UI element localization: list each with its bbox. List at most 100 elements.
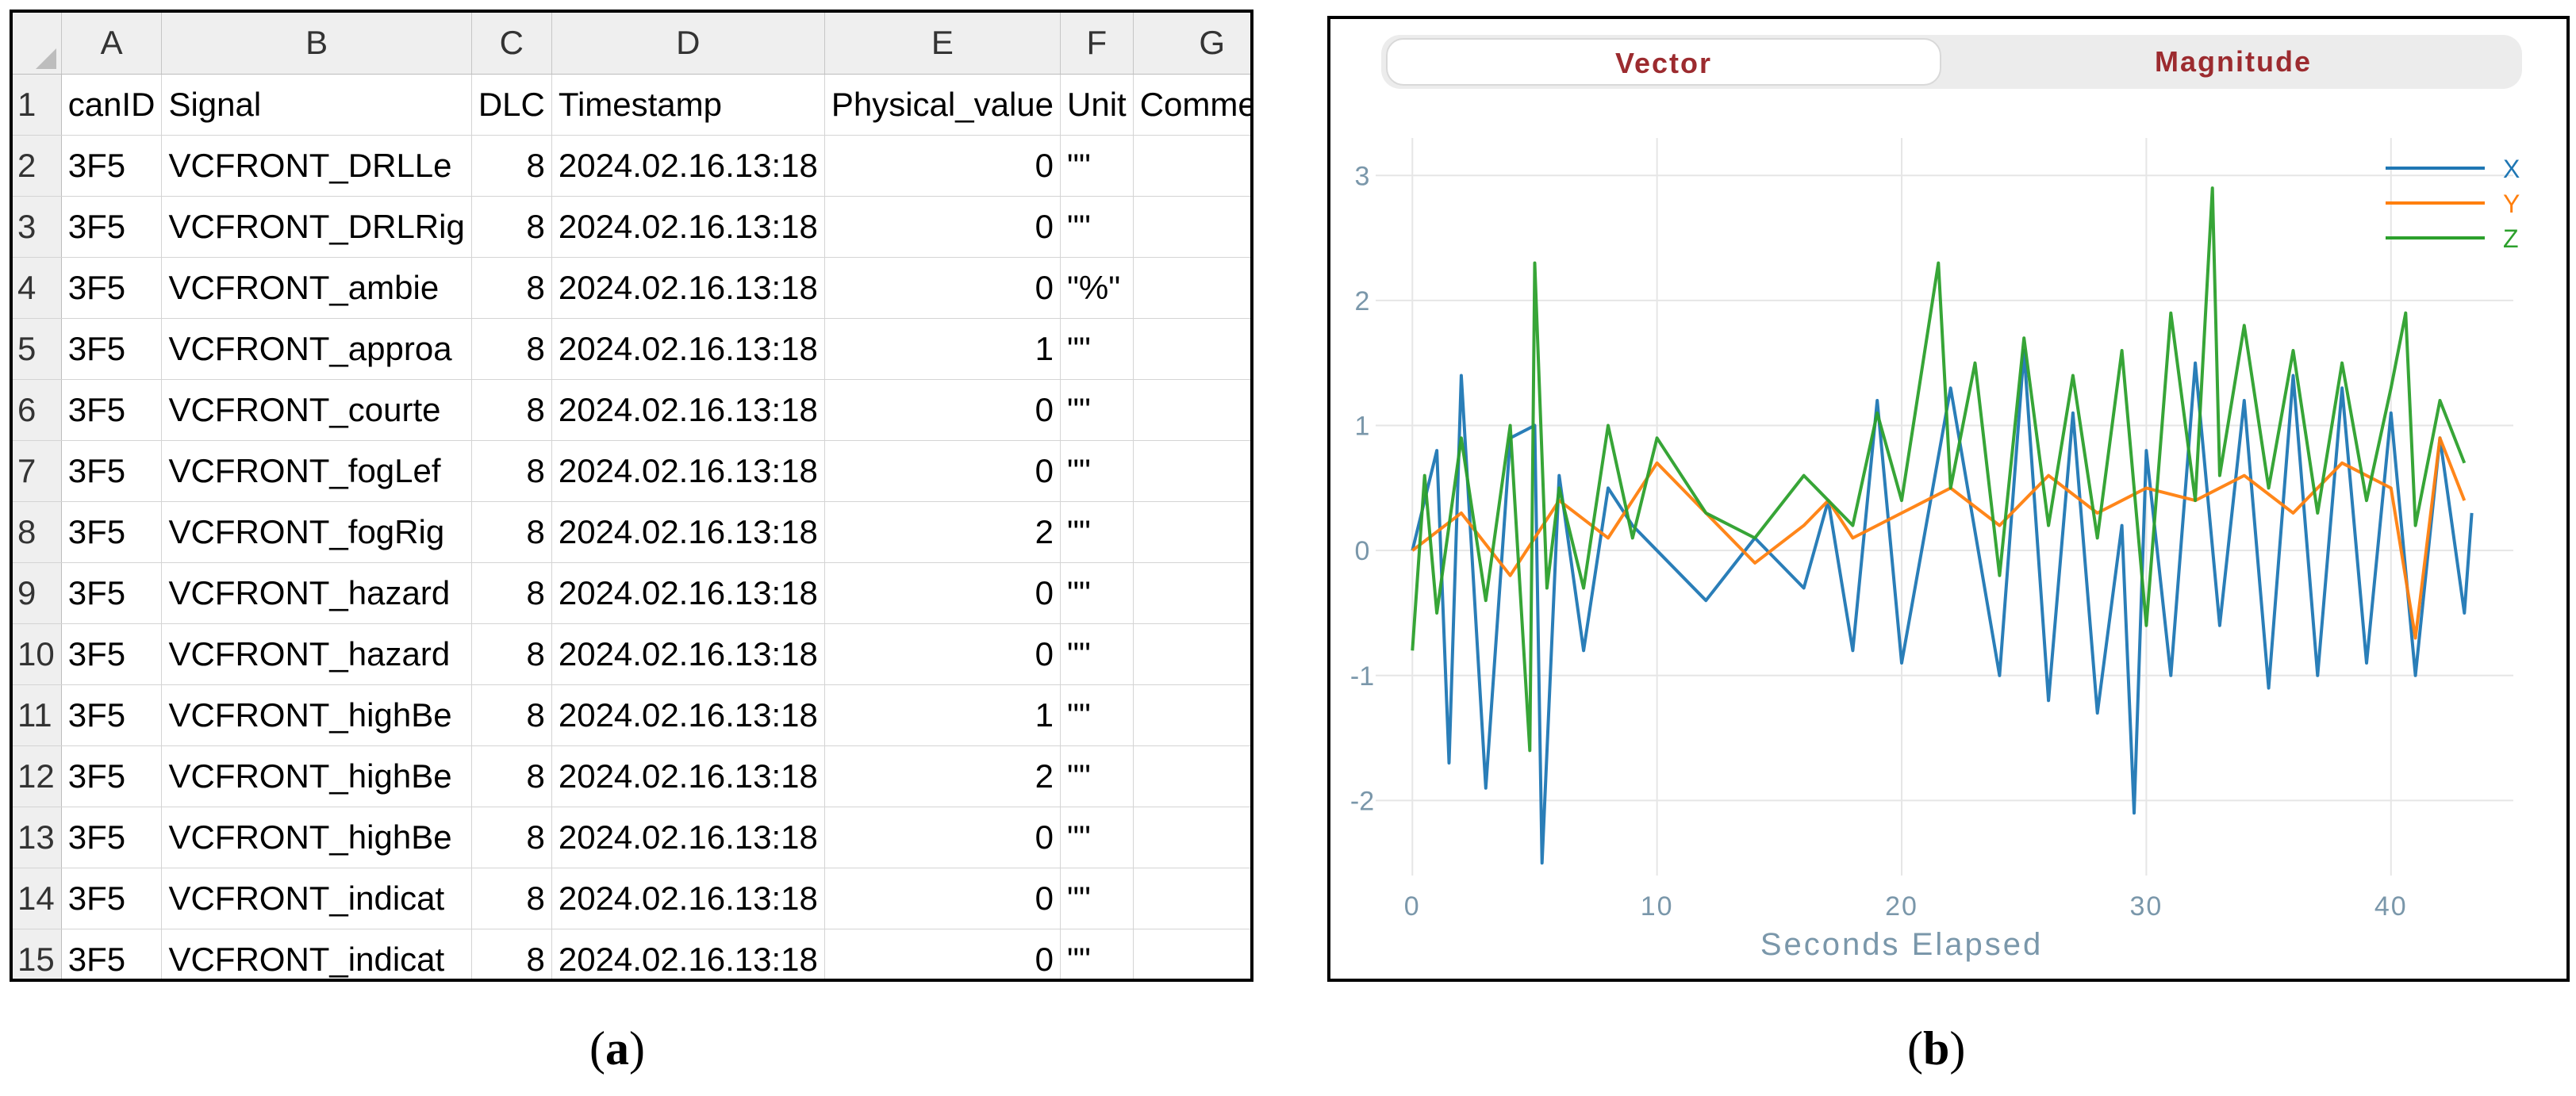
select-all-corner[interactable] xyxy=(13,13,62,75)
cell-signal[interactable]: VCFRONT_highBe xyxy=(161,807,472,868)
cell-timestamp[interactable]: 2024.02.16.13:18 xyxy=(551,257,825,319)
cell-signal[interactable]: VCFRONT_approa xyxy=(161,318,472,380)
row-header[interactable]: 8 xyxy=(13,501,62,563)
cell-canid[interactable]: 3F5 xyxy=(61,501,163,563)
cell-timestamp[interactable]: 2024.02.16.13:18 xyxy=(551,745,825,807)
cell-canid[interactable]: 3F5 xyxy=(61,868,163,929)
column-header-d[interactable]: D xyxy=(551,13,825,75)
cell-dlc[interactable]: 8 xyxy=(471,684,552,746)
cell-timestamp[interactable]: 2024.02.16.13:18 xyxy=(551,623,825,685)
column-header-c[interactable]: C xyxy=(471,13,552,75)
cell-unit[interactable]: "" xyxy=(1060,929,1134,979)
cell-comment[interactable] xyxy=(1133,135,1250,197)
header-cell-signal[interactable]: Signal xyxy=(161,74,472,136)
header-cell-canid[interactable]: canID xyxy=(61,74,163,136)
tab-magnitude[interactable]: Magnitude xyxy=(2155,45,2312,78)
cell-unit[interactable]: "" xyxy=(1060,562,1134,624)
cell-comment[interactable] xyxy=(1133,257,1250,319)
cell-signal[interactable]: VCFRONT_courte xyxy=(161,379,472,441)
cell-unit[interactable]: "" xyxy=(1060,623,1134,685)
header-cell-timestamp[interactable]: Timestamp xyxy=(551,74,825,136)
cell-dlc[interactable]: 8 xyxy=(471,196,552,258)
cell-physical-value[interactable]: 1 xyxy=(824,684,1061,746)
column-header-f[interactable]: F xyxy=(1060,13,1134,75)
cell-unit[interactable]: "" xyxy=(1060,379,1134,441)
cell-timestamp[interactable]: 2024.02.16.13:18 xyxy=(551,807,825,868)
cell-signal[interactable]: VCFRONT_highBe xyxy=(161,684,472,746)
cell-comment[interactable] xyxy=(1133,562,1250,624)
cell-dlc[interactable]: 8 xyxy=(471,501,552,563)
cell-canid[interactable]: 3F5 xyxy=(61,929,163,979)
cell-dlc[interactable]: 8 xyxy=(471,135,552,197)
cell-timestamp[interactable]: 2024.02.16.13:18 xyxy=(551,929,825,979)
row-header[interactable]: 15 xyxy=(13,929,62,979)
row-header[interactable]: 11 xyxy=(13,684,62,746)
header-cell-unit[interactable]: Unit xyxy=(1060,74,1134,136)
cell-physical-value[interactable]: 2 xyxy=(824,745,1061,807)
cell-canid[interactable]: 3F5 xyxy=(61,745,163,807)
cell-unit[interactable]: "" xyxy=(1060,135,1134,197)
cell-unit[interactable]: "" xyxy=(1060,440,1134,502)
row-header[interactable]: 5 xyxy=(13,318,62,380)
cell-canid[interactable]: 3F5 xyxy=(61,440,163,502)
cell-timestamp[interactable]: 2024.02.16.13:18 xyxy=(551,440,825,502)
cell-unit[interactable]: "" xyxy=(1060,501,1134,563)
cell-canid[interactable]: 3F5 xyxy=(61,196,163,258)
cell-timestamp[interactable]: 2024.02.16.13:18 xyxy=(551,379,825,441)
cell-unit[interactable]: "%" xyxy=(1060,257,1134,319)
cell-comment[interactable] xyxy=(1133,868,1250,929)
cell-comment[interactable] xyxy=(1133,745,1250,807)
row-header[interactable]: 14 xyxy=(13,868,62,929)
column-header-a[interactable]: A xyxy=(61,13,163,75)
column-header-e[interactable]: E xyxy=(824,13,1061,75)
cell-unit[interactable]: "" xyxy=(1060,684,1134,746)
cell-timestamp[interactable]: 2024.02.16.13:18 xyxy=(551,868,825,929)
cell-physical-value[interactable]: 0 xyxy=(824,868,1061,929)
cell-physical-value[interactable]: 0 xyxy=(824,929,1061,979)
cell-timestamp[interactable]: 2024.02.16.13:18 xyxy=(551,684,825,746)
cell-dlc[interactable]: 8 xyxy=(471,868,552,929)
cell-comment[interactable] xyxy=(1133,501,1250,563)
cell-physical-value[interactable]: 0 xyxy=(824,196,1061,258)
cell-dlc[interactable]: 8 xyxy=(471,807,552,868)
cell-signal[interactable]: VCFRONT_indicat xyxy=(161,868,472,929)
cell-comment[interactable] xyxy=(1133,379,1250,441)
cell-comment[interactable] xyxy=(1133,196,1250,258)
cell-unit[interactable]: "" xyxy=(1060,807,1134,868)
cell-comment[interactable] xyxy=(1133,684,1250,746)
tab-vector[interactable]: Vector xyxy=(1386,38,1941,86)
cell-canid[interactable]: 3F5 xyxy=(61,135,163,197)
row-header[interactable]: 6 xyxy=(13,379,62,441)
cell-signal[interactable]: VCFRONT_fogRig xyxy=(161,501,472,563)
cell-canid[interactable]: 3F5 xyxy=(61,379,163,441)
cell-comment[interactable] xyxy=(1133,807,1250,868)
cell-canid[interactable]: 3F5 xyxy=(61,257,163,319)
cell-canid[interactable]: 3F5 xyxy=(61,623,163,685)
cell-unit[interactable]: "" xyxy=(1060,196,1134,258)
cell-comment[interactable] xyxy=(1133,929,1250,979)
cell-physical-value[interactable]: 0 xyxy=(824,379,1061,441)
cell-dlc[interactable]: 8 xyxy=(471,745,552,807)
cell-physical-value[interactable]: 0 xyxy=(824,257,1061,319)
cell-physical-value[interactable]: 1 xyxy=(824,318,1061,380)
cell-comment[interactable] xyxy=(1133,623,1250,685)
row-header[interactable]: 12 xyxy=(13,745,62,807)
cell-physical-value[interactable]: 2 xyxy=(824,501,1061,563)
cell-dlc[interactable]: 8 xyxy=(471,562,552,624)
column-header-b[interactable]: B xyxy=(161,13,472,75)
cell-dlc[interactable]: 8 xyxy=(471,318,552,380)
cell-canid[interactable]: 3F5 xyxy=(61,562,163,624)
cell-physical-value[interactable]: 0 xyxy=(824,562,1061,624)
cell-signal[interactable]: VCFRONT_fogLef xyxy=(161,440,472,502)
cell-dlc[interactable]: 8 xyxy=(471,379,552,441)
header-cell-dlc[interactable]: DLC xyxy=(471,74,552,136)
cell-unit[interactable]: "" xyxy=(1060,745,1134,807)
cell-timestamp[interactable]: 2024.02.16.13:18 xyxy=(551,501,825,563)
cell-canid[interactable]: 3F5 xyxy=(61,807,163,868)
cell-signal[interactable]: VCFRONT_hazard xyxy=(161,623,472,685)
row-header[interactable]: 13 xyxy=(13,807,62,868)
cell-comment[interactable] xyxy=(1133,440,1250,502)
cell-signal[interactable]: VCFRONT_DRLRig xyxy=(161,196,472,258)
cell-signal[interactable]: VCFRONT_DRLLe xyxy=(161,135,472,197)
cell-dlc[interactable]: 8 xyxy=(471,929,552,979)
